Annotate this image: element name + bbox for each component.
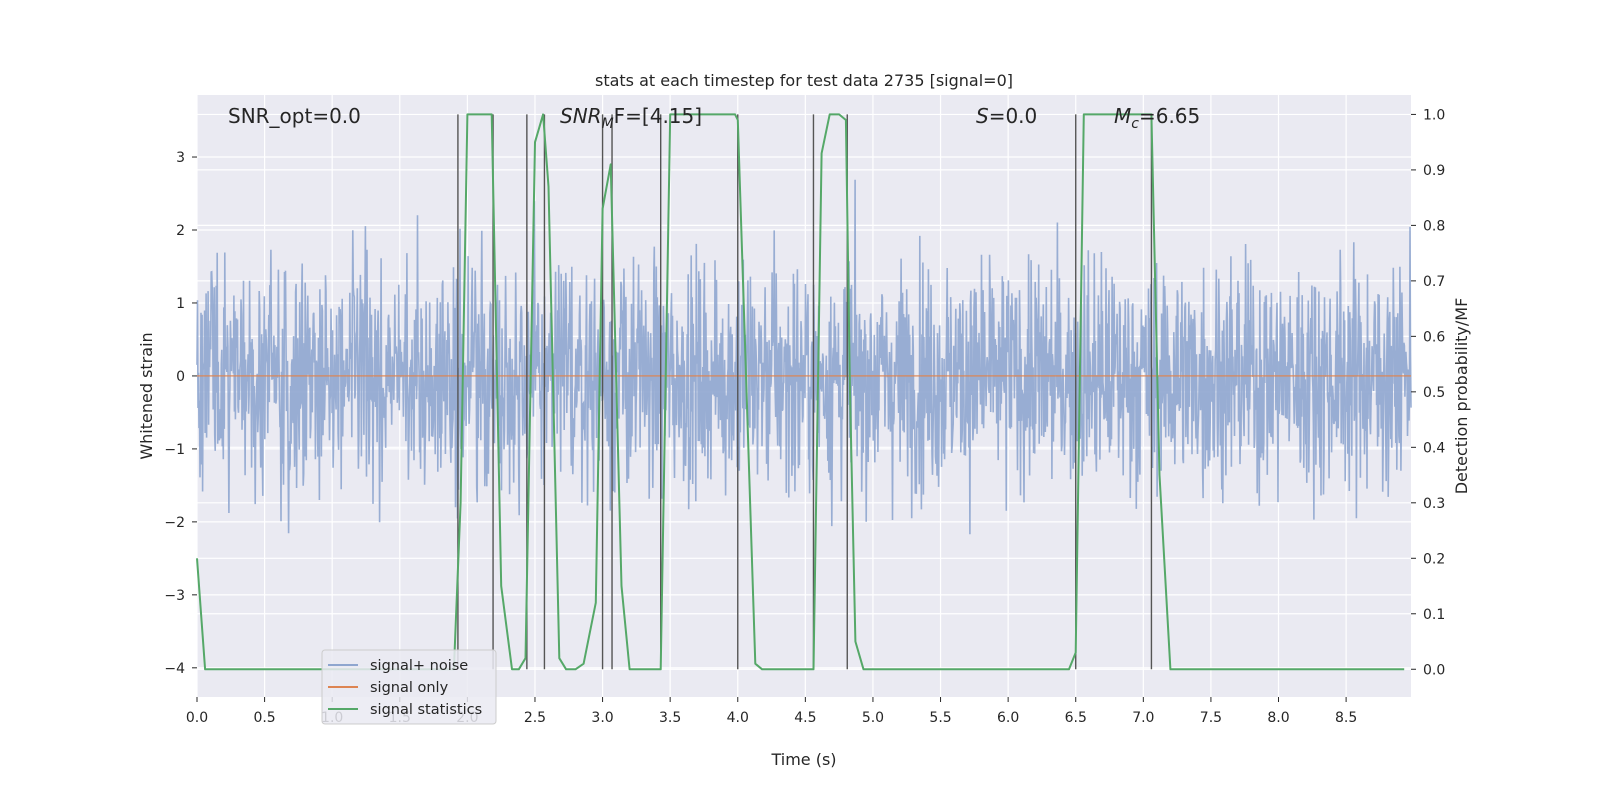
y2-tick-label-9: 0.9	[1423, 163, 1445, 179]
x-tick-label-15: 7.5	[1200, 710, 1222, 726]
y-tick-label-2: −2	[164, 515, 185, 531]
x-tick-label-12: 6.0	[997, 710, 1019, 726]
x-tick-label-6: 3.0	[591, 710, 613, 726]
x-tick-label-8: 4.0	[727, 710, 749, 726]
annotation-s-value: =0.0	[989, 104, 1038, 128]
annotation-mc: Mc=6.65	[1114, 104, 1200, 132]
y2-tick-label-4: 0.4	[1423, 440, 1445, 456]
legend-box	[321, 649, 497, 725]
y2-tick-label-6: 0.6	[1423, 329, 1445, 345]
annotation-s-symbol: S	[976, 104, 989, 128]
y2-tick-label-5: 0.5	[1423, 385, 1445, 401]
y-tick-label-6: 2	[176, 223, 185, 239]
y2-axis-label: Detection probability/MF	[1452, 298, 1471, 495]
series-signal-statistics	[196, 113, 1405, 671]
y2-tick-label-10: 1.0	[1423, 107, 1445, 123]
legend: signal+ noise signal only signal statist…	[321, 649, 497, 725]
annotation-snr-mf: SNRMF=[4.15]	[560, 104, 702, 132]
y-tick-label-4: 0	[176, 369, 185, 385]
x-tick-label-16: 8.0	[1267, 710, 1289, 726]
annotation-snr-mf-subscript: M	[602, 116, 614, 132]
series-signal-plus-noise	[196, 179, 1412, 535]
y2-tick-label-1: 0.1	[1423, 607, 1445, 623]
annotation-snr-opt: SNR_opt=0.0	[228, 104, 361, 128]
legend-entry-signal-statistics: signal statistics	[370, 702, 482, 718]
x-tick-label-13: 6.5	[1065, 710, 1087, 726]
x-tick-label-17: 8.5	[1335, 710, 1357, 726]
chart-title: stats at each timestep for test data 273…	[595, 71, 1013, 90]
annotation-snr-mf-symbol: SNR	[560, 104, 602, 128]
y2-axis-ticks: 0.0 0.1 0.2 0.3 0.4 0.5 0.6 0.7 0.8 0.9 1.0	[1411, 107, 1445, 678]
annotation-mc-value: =6.65	[1139, 104, 1200, 128]
y2-tick-label-7: 0.7	[1423, 274, 1445, 290]
y2-tick-label-8: 0.8	[1423, 218, 1445, 234]
annotation-snr-mf-value: F=[4.15]	[614, 104, 702, 128]
x-tick-label-7: 3.5	[659, 710, 681, 726]
y2-tick-label-0: 0.0	[1423, 662, 1445, 678]
y-tick-label-7: 3	[176, 150, 185, 166]
y-axis-label: Whitened strain	[137, 332, 156, 459]
plot-content	[196, 113, 1412, 671]
x-tick-label-11: 5.5	[929, 710, 951, 726]
y-tick-label-3: −1	[164, 442, 185, 458]
x-tick-label-10: 5.0	[862, 710, 884, 726]
y2-tick-label-3: 0.3	[1423, 496, 1445, 512]
y-axis-ticks: −4 −3 −2 −1 0 1 2 3	[164, 150, 197, 677]
y-tick-label-1: −3	[164, 588, 185, 604]
legend-entry-signal-only: signal only	[370, 680, 449, 696]
x-axis-label: Time (s)	[770, 750, 836, 769]
annotation-mc-symbol: M	[1114, 104, 1131, 128]
x-tick-label-0: 0.0	[186, 710, 208, 726]
y-tick-label-0: −4	[164, 661, 185, 677]
legend-entry-signal-plus-noise: signal+ noise	[370, 658, 468, 674]
x-tick-label-5: 2.5	[524, 710, 546, 726]
annotation-mc-subscript: c	[1131, 116, 1139, 132]
x-tick-label-9: 4.5	[794, 710, 816, 726]
y2-tick-label-2: 0.2	[1423, 551, 1445, 567]
x-tick-label-14: 7.0	[1132, 710, 1154, 726]
annotation-s: S=0.0	[976, 104, 1037, 128]
y-tick-label-5: 1	[176, 296, 185, 312]
x-tick-label-1: 0.5	[253, 710, 275, 726]
